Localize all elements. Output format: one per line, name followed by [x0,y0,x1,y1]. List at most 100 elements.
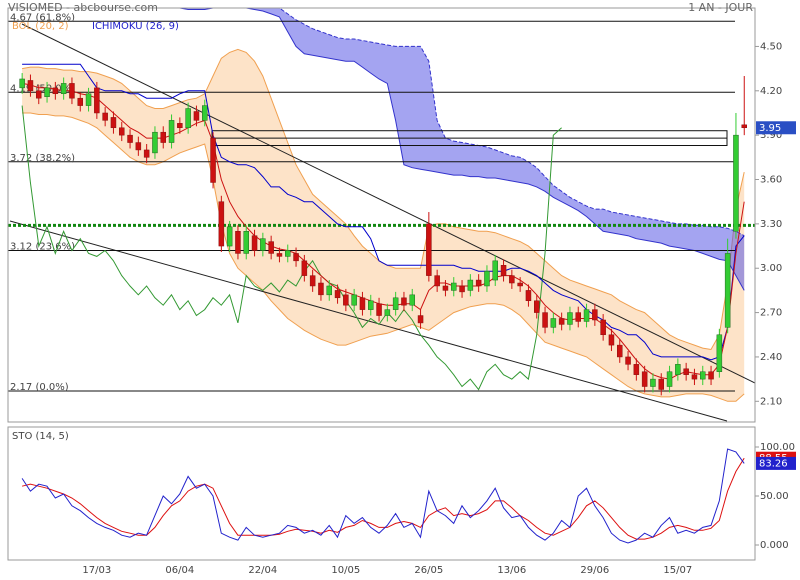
sto-panel [21,448,745,544]
candle-body [110,117,117,129]
candle-body [52,87,59,95]
fib-label: 3.72 (38.2%) [10,153,75,164]
sto-last: 83.26 [759,458,788,469]
candle-body [376,303,382,316]
candle-body [351,294,357,306]
legend-entry: BOL (20, 2) [12,21,69,32]
candle-body [641,371,648,387]
chikou [21,105,562,391]
sto-last-box [756,456,796,470]
candle-body [143,149,150,158]
candle-body [401,297,407,306]
candle-body [202,105,208,121]
candle-body [309,275,316,287]
fib-label: 3.12 (23.6%) [10,241,75,252]
candle-body [442,285,449,291]
candle-body [185,108,191,129]
candle-body [19,78,25,89]
sto-title-box [9,429,71,442]
y-tick-label: 2.70 [760,308,782,319]
candle-body [724,253,731,328]
y-tick-label: 4.20 [760,86,782,97]
y-tick-label: 3.30 [760,219,782,230]
x-tick-label: 06/04 [165,565,194,576]
candle-body [600,319,606,336]
candle-body [733,134,739,232]
candle-body [509,275,515,284]
candle-body [359,297,366,310]
candle-body [583,309,590,322]
price-frame [7,7,756,423]
candle-body [160,131,166,143]
y-tick-label: 2.40 [760,352,782,363]
candle-body [525,290,532,302]
candle-body [260,238,266,251]
span-b [277,8,745,237]
price-panel: 4.67 (61.8%) 4.19 (50.0%) 3.72 (38.2%) 3.12… [8,8,755,422]
candle-body [542,312,548,328]
candle-body [343,294,349,306]
sto-line [21,448,745,544]
candle-body [617,344,623,358]
candle-body [218,201,225,247]
candle-body [276,253,283,257]
candle-body [60,83,67,95]
x-tick-label: 13/06 [497,565,526,576]
candle-body [567,312,573,325]
candle-body [384,309,391,316]
candle-body [210,137,216,183]
candle-body [94,87,100,114]
candle-body [700,371,706,380]
span-a [178,8,745,291]
last-price: 3.95 [759,123,781,134]
candle-body [326,285,332,296]
y-tick-label: 3.00 [760,263,782,274]
candle-body [44,87,50,97]
candle-body [484,270,490,287]
candle-body [243,231,249,254]
candle-body [251,235,258,251]
candle-body [608,334,615,346]
candle-body [716,334,723,372]
last-price-box [756,121,796,135]
candle-body [392,297,399,310]
candle-body [168,120,175,143]
tenkan [22,82,745,380]
candle-body [426,223,432,276]
candle-body [534,300,540,313]
candle-body [85,93,92,106]
x-tick-label: 26/05 [414,565,443,576]
candle-body [318,282,324,296]
candle-body [285,250,291,257]
candle-body [708,371,714,380]
ichimoku-cloud [179,8,745,291]
candle-body [268,241,274,254]
candle-body [451,282,457,291]
candle-body [301,260,308,276]
candle-body [226,226,233,247]
candle-body [27,80,34,92]
candle-body [77,97,83,106]
candle-body [434,275,440,287]
candle-body [177,123,183,129]
candle-body [666,371,673,387]
x-tick-label: 17/03 [82,565,111,576]
bollinger-lower [22,112,745,402]
candle-body [650,378,656,387]
candle-body [633,364,640,375]
candle-body [417,315,424,324]
y-tick-label: 100.00 [760,442,795,453]
candle-body [658,378,664,390]
y-tick-label: 2.10 [760,396,782,407]
candle-body [293,253,299,262]
y-tick-label: 4.50 [760,41,782,52]
bollinger-fill [22,49,745,402]
candle-body [625,356,631,365]
candle-body [575,312,581,322]
x-tick-label: 15/07 [663,565,692,576]
candle-body [492,260,498,281]
fib-label: 4.67 (61.8%) [10,12,75,23]
candle-body [119,127,125,136]
y-tick-label: 3.60 [760,175,782,186]
